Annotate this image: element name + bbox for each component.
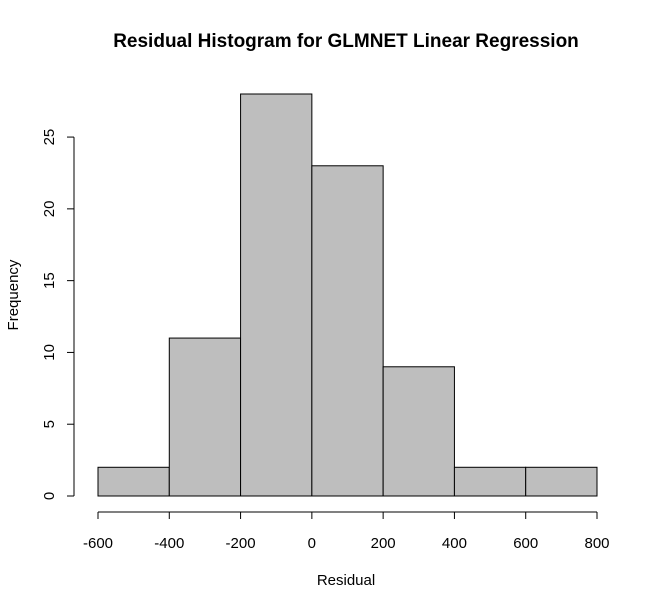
y-tick-label: 5 (41, 420, 58, 428)
y-tick-label: 10 (41, 344, 58, 361)
x-tick-label: 800 (584, 535, 609, 552)
bars-group (97, 93, 598, 497)
histogram-bar-5 (453, 466, 527, 497)
x-tick-label: -600 (83, 535, 113, 552)
x-axis-label: Residual (317, 572, 375, 589)
chart-title: Residual Histogram for GLMNET Linear Reg… (113, 31, 579, 52)
histogram-bar-4 (382, 366, 455, 497)
histogram-bar-3 (311, 165, 384, 497)
y-tick-label: 15 (41, 272, 58, 289)
y-tick-label: 0 (41, 492, 58, 500)
y-axis-label: Frequency (5, 259, 22, 330)
y-axis: 0 5 10 15 20 25 (41, 129, 75, 500)
y-tick-label: 25 (41, 129, 58, 146)
y-tick-label: 20 (41, 201, 58, 218)
x-tick-label: -400 (154, 535, 184, 552)
histogram-bar-6 (525, 466, 598, 497)
histogram-bar-0 (97, 466, 170, 497)
histogram-bar-1 (168, 337, 242, 497)
histogram-bar-2 (240, 93, 313, 497)
x-tick-label: 400 (442, 535, 467, 552)
x-tick-label: 0 (308, 535, 316, 552)
x-tick-label: 200 (371, 535, 396, 552)
x-tick-label: 600 (513, 535, 538, 552)
x-tick-label: -200 (226, 535, 256, 552)
x-axis: -600 -400 -200 0 200 400 600 800 (83, 511, 610, 552)
